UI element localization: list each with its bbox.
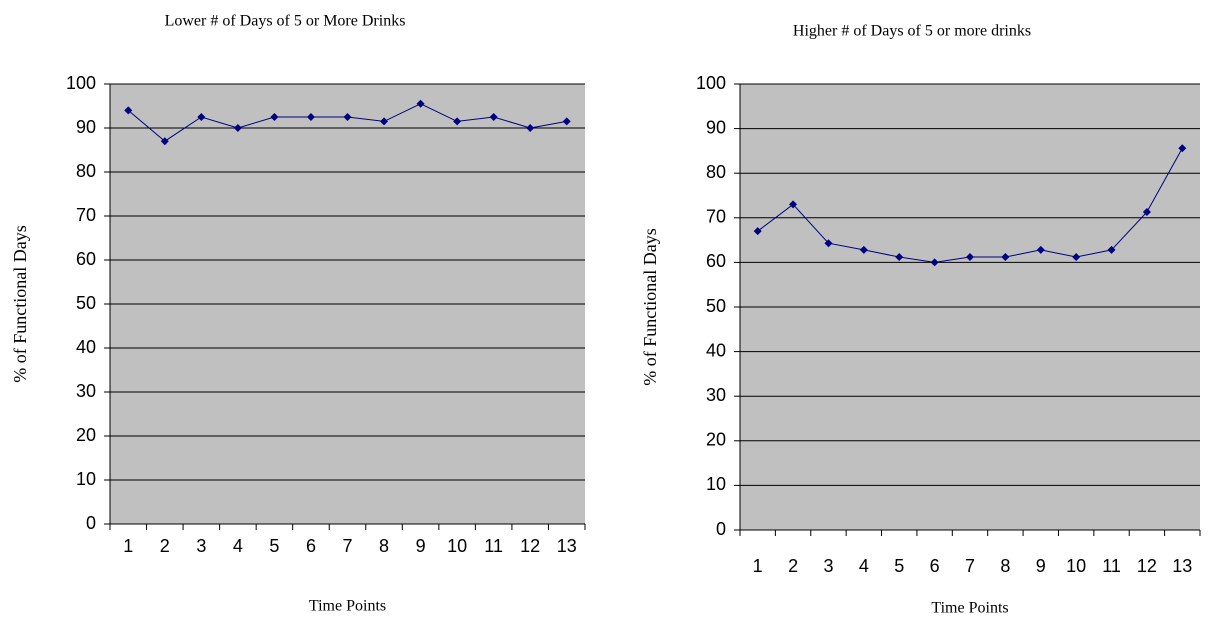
y-tick-label: 0 [86, 513, 96, 533]
y-tick-label: 90 [706, 117, 726, 137]
x-tick-label: 7 [965, 556, 975, 576]
point [789, 200, 798, 209]
point [233, 124, 242, 132]
x-axis-title: Time Points [931, 600, 1008, 617]
x-tick-label: 8 [1000, 556, 1010, 576]
x-tick-label: 13 [1172, 556, 1192, 576]
y-tick-label: 100 [696, 73, 726, 93]
x-axis-title: Time Points [309, 598, 386, 615]
point [526, 124, 535, 132]
y-axis-title: % of Functional Days [640, 228, 660, 385]
x-tick-label: 3 [823, 556, 833, 576]
x-tick-label: 1 [123, 536, 133, 556]
y-tick-label: 100 [66, 73, 96, 93]
point [562, 117, 571, 126]
y-tick-label: 30 [706, 385, 726, 405]
y-tick-label: 0 [716, 519, 726, 539]
x-tick-label: 6 [930, 556, 940, 576]
point [1142, 208, 1151, 217]
point [270, 113, 279, 121]
x-tick-label: 2 [788, 556, 798, 576]
point [1107, 245, 1116, 254]
point [753, 227, 762, 236]
x-tick-label: 2 [160, 536, 170, 556]
x-tick-label: 6 [306, 536, 316, 556]
y-tick-label: 10 [706, 474, 726, 494]
point [1036, 245, 1045, 254]
y-tick-label: 50 [76, 293, 96, 313]
x-tick-label: 3 [196, 536, 206, 556]
y-tick-label: 30 [76, 381, 96, 401]
y-tick-label: 40 [76, 337, 96, 357]
x-tick-label: 4 [233, 536, 243, 556]
x-tick-label: 5 [894, 556, 904, 576]
point [1001, 253, 1010, 262]
x-tick-label: 10 [447, 536, 467, 556]
x-tick-label: 9 [1036, 556, 1046, 576]
point [416, 99, 425, 108]
x-tick-label: 12 [520, 536, 540, 556]
point [1178, 144, 1187, 153]
point [306, 113, 315, 121]
y-axis-title: % of Functional Days [10, 225, 30, 382]
point [895, 253, 904, 262]
point [1072, 253, 1081, 262]
y-tick-label: 90 [76, 117, 96, 137]
point [489, 113, 498, 121]
x-tick-label: 1 [753, 556, 763, 576]
point [824, 239, 833, 248]
point [930, 258, 939, 267]
y-tick-label: 70 [76, 205, 96, 225]
y-tick-label: 40 [706, 340, 726, 360]
x-tick-label: 7 [342, 536, 352, 556]
y-tick-label: 10 [76, 469, 96, 489]
chart-title: Higher # of Days of 5 or more drinks [793, 23, 1031, 40]
x-tick-label: 9 [416, 536, 426, 556]
y-tick-label: 20 [76, 425, 96, 445]
point [160, 137, 169, 146]
x-tick-label: 5 [269, 536, 279, 556]
x-tick-label: 11 [1102, 556, 1121, 576]
x-tick-label: 12 [1137, 556, 1157, 576]
point [966, 253, 974, 262]
point [124, 106, 133, 115]
point [453, 117, 462, 126]
x-tick-label: 4 [859, 556, 869, 576]
x-tick-label: 13 [557, 536, 577, 556]
y-tick-label: 20 [706, 430, 726, 450]
chart-title: Lower # of Days of 5 or More Drinks [165, 13, 406, 30]
y-tick-label: 50 [706, 296, 726, 316]
y-tick-label: 60 [706, 251, 726, 271]
point [343, 113, 352, 121]
y-tick-label: 70 [706, 207, 726, 227]
y-tick-label: 80 [76, 161, 96, 181]
y-tick-label: 60 [76, 249, 96, 269]
point [380, 117, 389, 126]
x-tick-label: 10 [1066, 556, 1086, 576]
point [197, 113, 206, 121]
y-tick-label: 80 [706, 162, 726, 182]
point [859, 245, 868, 254]
x-tick-label: 8 [379, 536, 389, 556]
x-tick-label: 11 [484, 536, 503, 556]
